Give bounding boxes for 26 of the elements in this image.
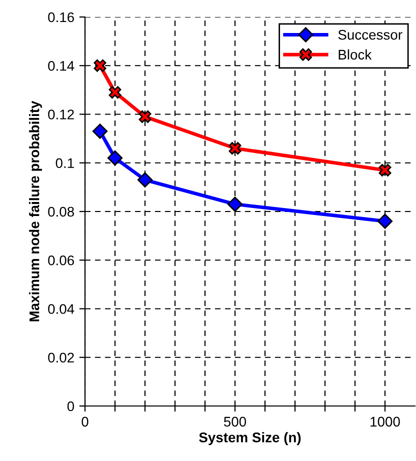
x-axis-title: System Size (n) — [199, 432, 301, 446]
point — [377, 214, 393, 229]
y-tick-label: 0.06 — [48, 255, 74, 266]
y-tick-label: 0.14 — [48, 60, 74, 71]
point — [94, 59, 106, 72]
x-tick-label: 1000 — [370, 416, 400, 427]
point — [138, 110, 152, 123]
point — [378, 164, 392, 176]
point — [108, 86, 122, 99]
point — [227, 196, 243, 212]
y-tick-label: 0.16 — [48, 12, 74, 22]
point — [107, 150, 123, 166]
y-tick-label: 0.12 — [48, 110, 74, 120]
legend-label: Successor — [338, 30, 402, 40]
y-tick-label: 0.08 — [48, 206, 74, 217]
y-tick-label: 0.02 — [48, 352, 74, 363]
point — [228, 142, 242, 155]
point — [92, 124, 108, 139]
y-tick-label: 0.1 — [56, 158, 74, 168]
legend-label: Block — [338, 49, 372, 60]
x-tick-label: 500 — [224, 416, 246, 427]
point — [137, 172, 153, 188]
y-tick-label: 0 — [67, 401, 74, 412]
y-axis-title: Maximum node failure probability — [29, 100, 42, 322]
x-tick-label: 0 — [82, 416, 88, 427]
y-tick-label: 0.04 — [48, 304, 74, 314]
